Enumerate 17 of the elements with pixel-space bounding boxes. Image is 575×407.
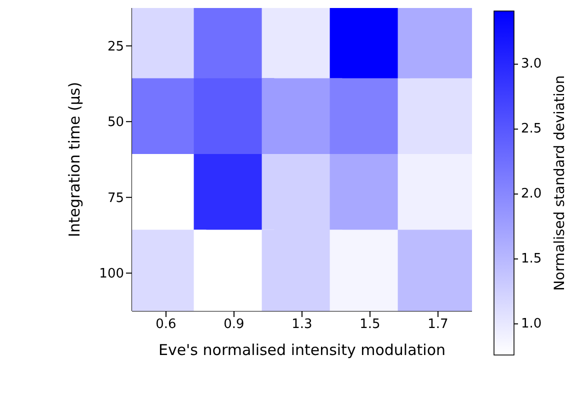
color-bar-label: 1.5 xyxy=(521,251,542,266)
y-tick-label: 50 xyxy=(107,115,124,130)
y-axis-title: Integration time (μs) xyxy=(65,82,84,238)
color-bar-label: 2.0 xyxy=(521,186,542,202)
x-tick-label: 0.9 xyxy=(224,317,244,332)
color-bar-title: Normalised standard deviation xyxy=(552,75,568,291)
x-tick-label: 1.7 xyxy=(428,317,448,332)
color-bar-label: 2.5 xyxy=(521,122,542,137)
color-bar-label: 3.0 xyxy=(521,56,542,72)
x-tick-label: 1.5 xyxy=(360,317,380,332)
color-bar-label: 1.0 xyxy=(521,316,542,332)
x-tick-label: 1.3 xyxy=(292,317,312,332)
x-tick-label: 0.6 xyxy=(156,317,176,332)
y-tick-label: 25 xyxy=(107,39,124,54)
y-tick-label: 75 xyxy=(107,190,124,206)
y-tick-label: 100 xyxy=(99,266,124,282)
x-axis-title: Eve's normalised intensity modulation xyxy=(158,341,446,359)
